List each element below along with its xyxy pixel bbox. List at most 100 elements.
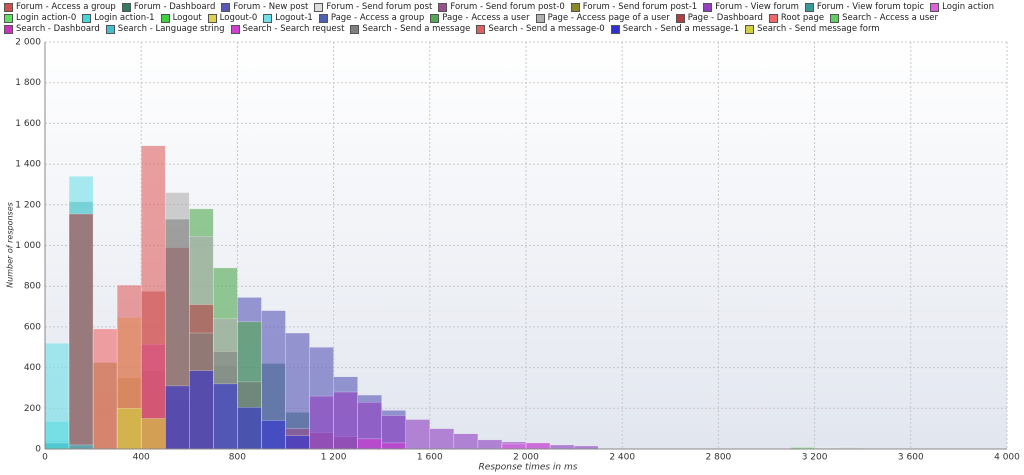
- x-tick-label: 1 600: [417, 453, 443, 463]
- legend-item[interactable]: Page - Access page of a user: [535, 13, 670, 24]
- legend-label: Search - Send a message-0: [488, 24, 605, 34]
- legend-swatch: [535, 14, 545, 23]
- legend-swatch: [4, 3, 13, 12]
- x-tick-label: 400: [133, 453, 150, 463]
- legend-item[interactable]: Login action-1: [82, 13, 155, 24]
- legend-item[interactable]: Forum - New post: [221, 2, 308, 13]
- legend-label: Login action: [942, 2, 994, 12]
- legend-label: Login action-1: [94, 13, 155, 23]
- legend-swatch: [438, 3, 448, 12]
- legend-label: Search - Send message form: [757, 24, 880, 34]
- legend-swatch: [430, 14, 440, 23]
- bar: [477, 439, 503, 450]
- bar: [501, 443, 527, 450]
- legend-item[interactable]: Forum - Send forum post-1: [570, 2, 697, 13]
- legend-item[interactable]: Search - Access a user: [830, 13, 938, 24]
- legend-label: Search - Send a message-1: [622, 24, 740, 34]
- legend-item[interactable]: Logout: [160, 13, 202, 24]
- legend-label: Forum - Send forum post-0: [450, 2, 565, 12]
- legend-item[interactable]: Forum - Access a group: [4, 2, 116, 13]
- legend-item[interactable]: Page - Access a group: [318, 13, 425, 24]
- bar: [237, 407, 262, 450]
- x-tick-label: 3 600: [898, 453, 924, 463]
- bar: [44, 442, 70, 450]
- y-tick-label: 400: [24, 363, 41, 373]
- legend-swatch: [4, 25, 13, 34]
- y-tick-label: 0: [35, 445, 41, 455]
- legend-item[interactable]: Search - Send message form: [745, 24, 880, 35]
- bar: [68, 444, 94, 450]
- y-tick-label: 200: [24, 404, 41, 414]
- legend-label: Logout-1: [275, 13, 313, 23]
- legend-item[interactable]: Page - Access a user: [430, 13, 530, 24]
- x-tick-label: 2 400: [609, 453, 635, 463]
- legend-item[interactable]: Forum - View forum topic: [804, 2, 925, 13]
- bar: [116, 408, 142, 450]
- bar: [381, 442, 407, 450]
- y-tick-label: 1 600: [15, 119, 41, 129]
- legend-swatch: [82, 14, 92, 23]
- legend-swatch: [804, 3, 814, 12]
- legend-label: Forum - View forum topic: [816, 2, 925, 12]
- legend-label: Forum - Access a group: [16, 2, 116, 12]
- legend-swatch: [703, 3, 713, 12]
- y-tick-label: 1 400: [15, 160, 41, 170]
- legend-item[interactable]: Page - Dashboard: [675, 13, 763, 24]
- legend-label: Search - Language string: [117, 24, 225, 34]
- legend-swatch: [476, 25, 486, 34]
- legend-item[interactable]: Search - Language string: [105, 24, 225, 35]
- y-tick-label: 1 200: [15, 200, 41, 210]
- legend-swatch: [160, 14, 170, 23]
- legend-item[interactable]: Search - Send a message-0: [476, 24, 605, 35]
- legend-item[interactable]: Search - Search request: [230, 24, 345, 35]
- x-tick-label: 3 200: [802, 453, 828, 463]
- y-tick-label: 1 000: [15, 241, 41, 251]
- bar: [165, 385, 190, 450]
- bar: [309, 395, 334, 450]
- bar: [213, 383, 238, 450]
- legend-label: Root page: [780, 13, 825, 23]
- x-tick-label: 4 000: [994, 453, 1020, 463]
- legend-item[interactable]: Forum - Send forum post-0: [438, 2, 565, 13]
- legend-item[interactable]: Login action: [930, 2, 994, 13]
- legend-swatch: [105, 25, 115, 34]
- legend: Forum - Access a group Forum - Dashboard F…: [4, 2, 1020, 35]
- legend-label: Page - Access page of a user: [547, 13, 670, 23]
- legend-swatch: [768, 14, 778, 23]
- legend-item[interactable]: Logout-0: [207, 13, 258, 24]
- legend-label: Search - Access a user: [842, 13, 939, 23]
- legend-item[interactable]: Search - Dashboard: [4, 24, 100, 35]
- legend-label: Search - Search request: [242, 24, 345, 34]
- bar: [549, 444, 575, 450]
- legend-item[interactable]: Forum - Dashboard: [121, 2, 215, 13]
- bar: [285, 435, 310, 450]
- legend-swatch: [830, 14, 840, 23]
- legend-swatch: [314, 3, 324, 12]
- legend-item[interactable]: Login action-0: [4, 13, 76, 24]
- bar: [357, 438, 382, 450]
- legend-label: Logout-0: [219, 13, 258, 23]
- legend-label: Page - Dashboard: [687, 13, 763, 23]
- bar: [525, 442, 551, 450]
- bar: [140, 145, 166, 450]
- legend-item[interactable]: Forum - View forum: [703, 2, 799, 13]
- legend-item[interactable]: Forum - Send forum post: [314, 2, 432, 13]
- legend-swatch: [675, 14, 685, 23]
- y-tick-label: 1 800: [15, 78, 41, 88]
- legend-swatch: [207, 14, 217, 23]
- legend-label: Page - Access a group: [330, 13, 425, 23]
- legend-swatch: [610, 25, 620, 34]
- bar: [44, 342, 70, 450]
- legend-item[interactable]: Root page: [768, 13, 825, 24]
- legend-item[interactable]: Logout-1: [263, 13, 313, 24]
- x-tick-label: 1 200: [321, 453, 347, 463]
- legend-item[interactable]: Search - Send a message: [350, 24, 470, 35]
- y-tick-label: 800: [24, 282, 41, 292]
- bar: [405, 419, 431, 450]
- legend-swatch: [230, 25, 240, 34]
- bar: [189, 370, 214, 450]
- legend-swatch: [221, 3, 231, 12]
- legend-item[interactable]: Search - Send a message-1: [610, 24, 740, 35]
